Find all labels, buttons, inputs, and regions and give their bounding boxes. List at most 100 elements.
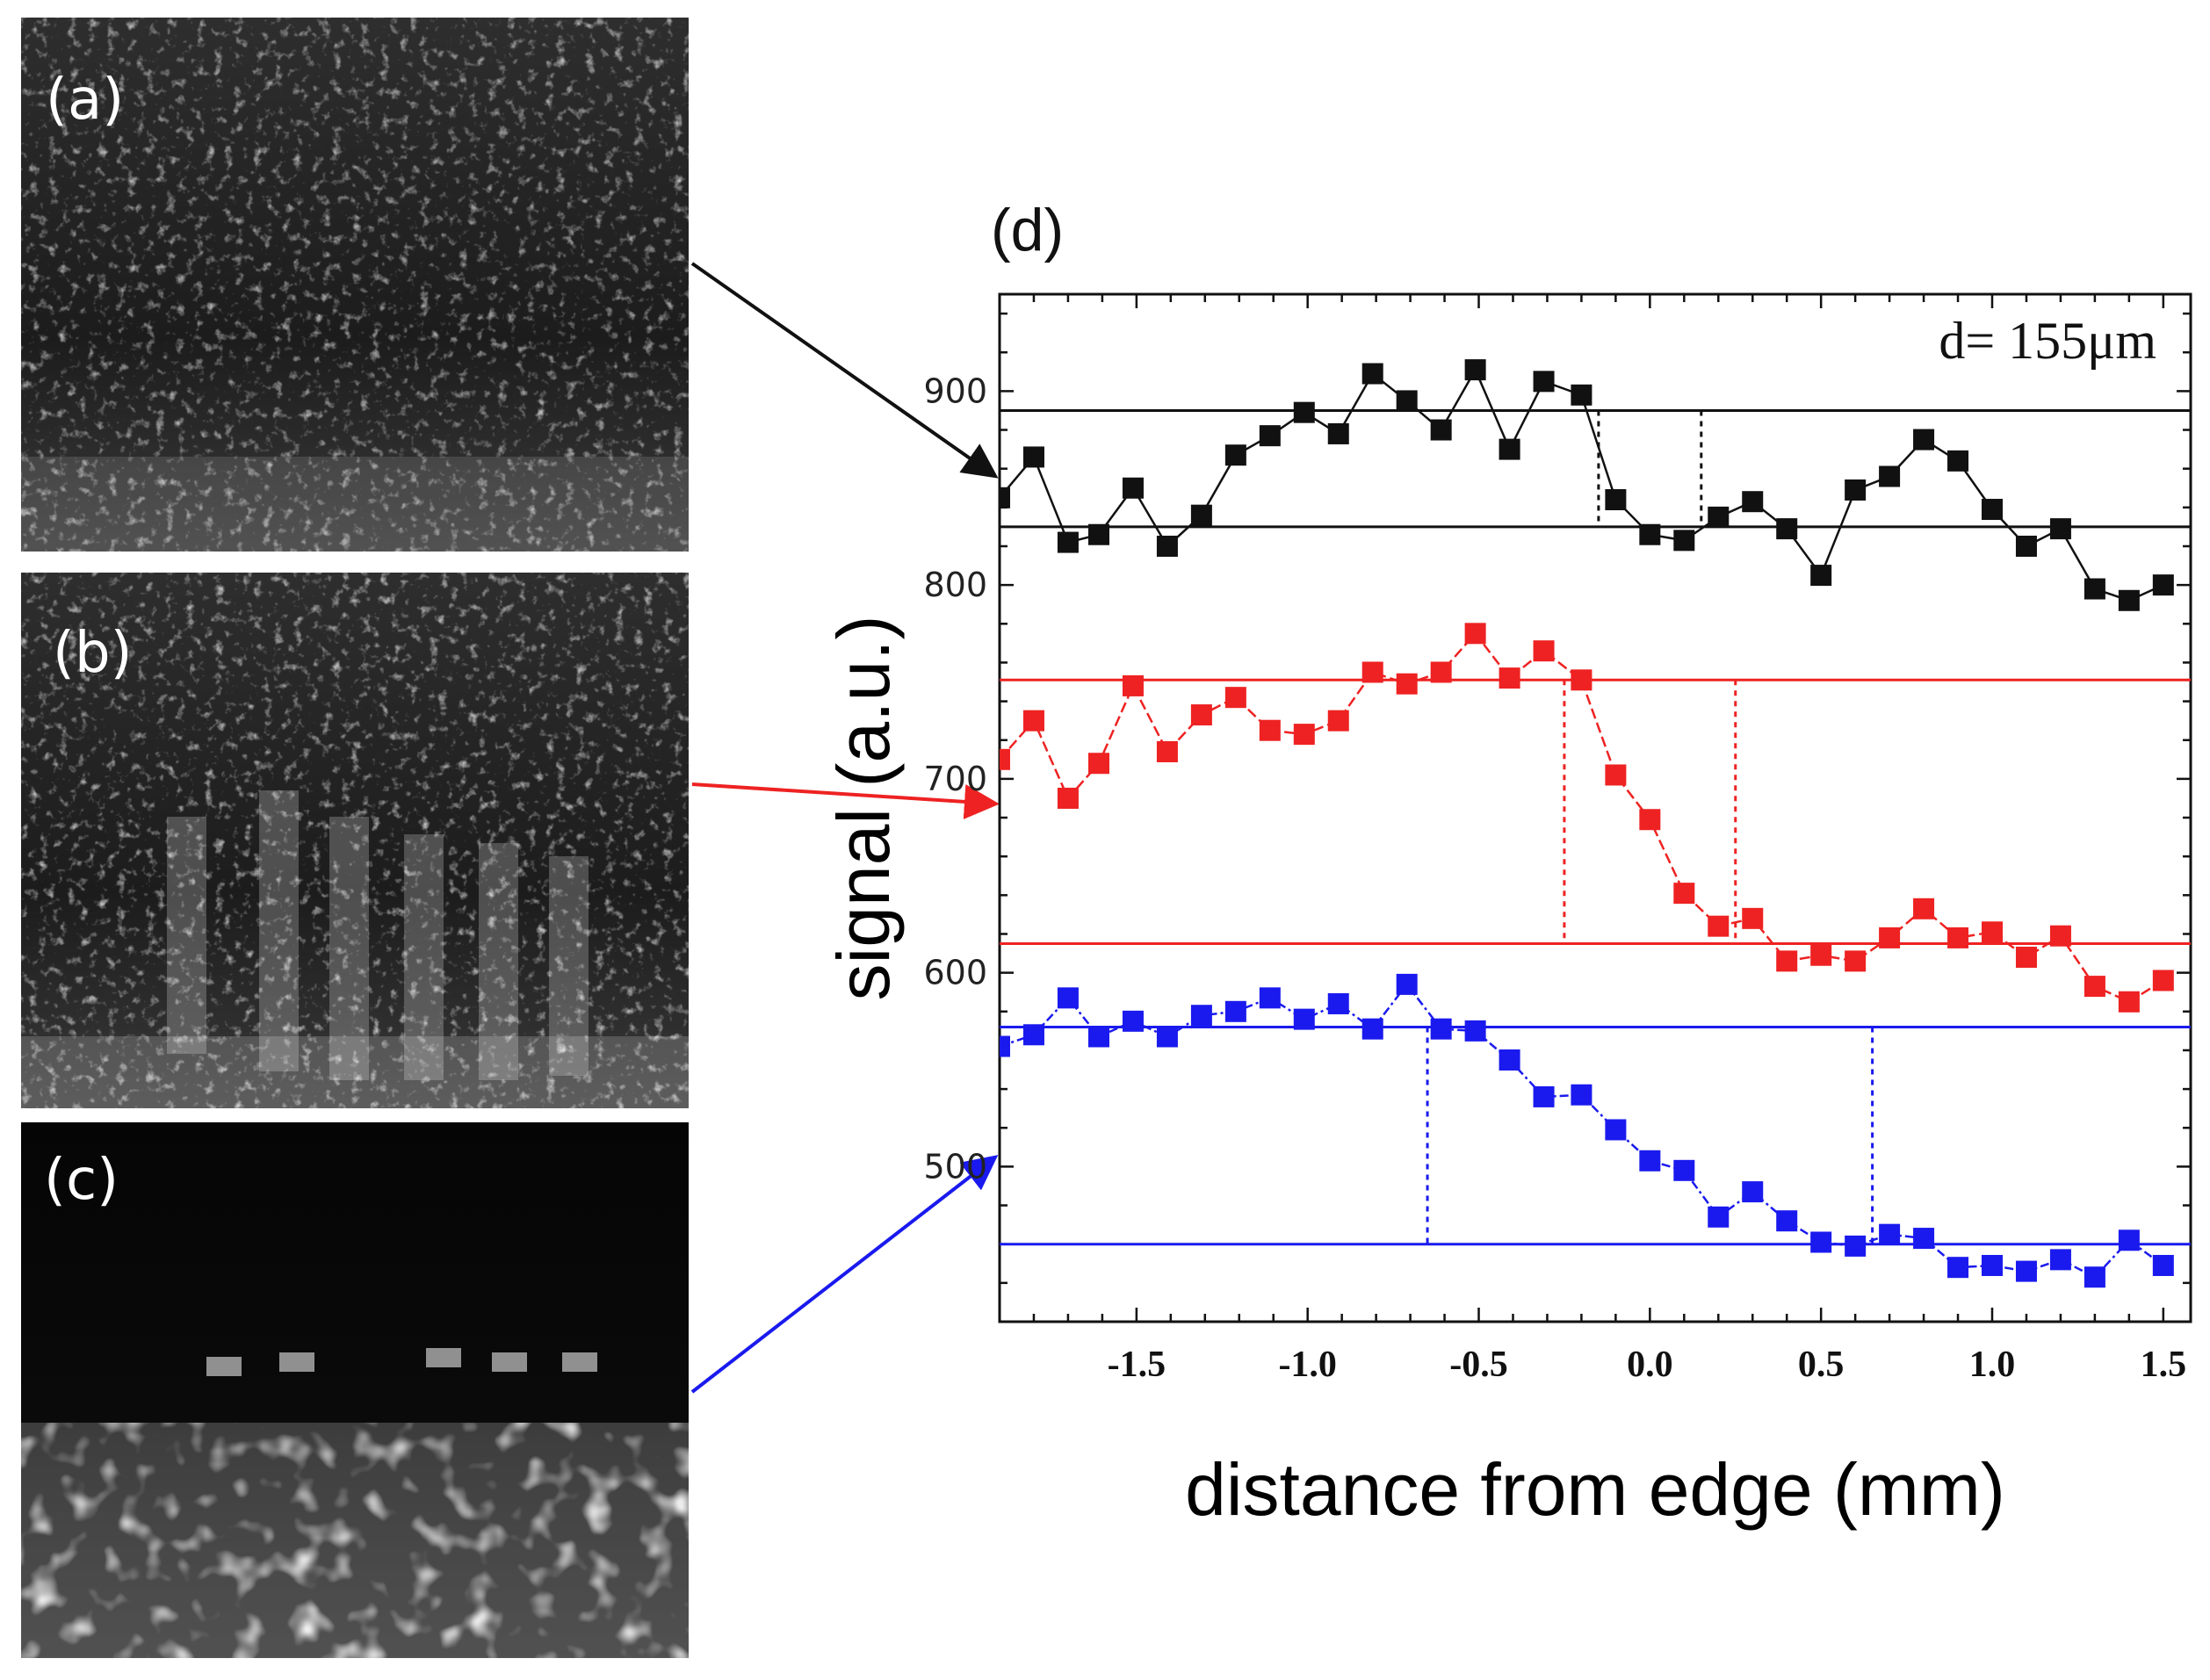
data-point [1190,704,1212,726]
data-point [1293,401,1315,423]
data-point [1022,710,1044,732]
data-point [1396,390,1418,412]
data-point [1361,363,1383,385]
data-point [2049,518,2071,540]
series-0 [1000,359,2191,611]
data-point [1776,518,1798,540]
x-tick-label: -1.0 [1278,1345,1337,1385]
x-tick-label: -0.5 [1449,1345,1508,1385]
arrow-b [691,782,1000,819]
data-point [1361,1018,1383,1040]
data-point [1122,1010,1144,1032]
data-point [1057,787,1079,809]
data-point [2015,946,2037,968]
data-point [1122,477,1144,499]
data-point [1224,1000,1246,1022]
data-point [1000,748,1010,770]
data-point [1293,1008,1315,1030]
data-point [1742,907,1764,929]
data-point [1122,674,1144,696]
data-point [1673,530,1695,552]
data-point [1742,1181,1764,1203]
data-point [1396,673,1418,695]
data-point [1224,444,1246,466]
series-1 [1000,623,2191,1013]
data-point [1913,898,1935,919]
data-point [1742,491,1764,513]
data-point [1259,719,1281,741]
data-point [1464,623,1486,645]
y-tick-label: 800 [923,566,987,604]
data-point [2084,578,2105,600]
data-point [1571,384,1592,406]
data-point [1708,915,1730,937]
data-point [1673,1159,1695,1181]
data-point [1088,1026,1109,1048]
data-point [1327,422,1349,444]
data-point [1088,523,1109,545]
image-panel-b [21,573,689,1108]
data-point [2118,991,2140,1013]
data-point [1639,1150,1661,1172]
data-point [1947,927,1969,948]
panel-b-label: (b) [53,621,133,686]
data-point [1259,987,1281,1009]
image-panel-c [21,1122,689,1658]
data-point [1879,927,1901,948]
data-point [2084,1266,2105,1288]
chart-panel-label: (d) [991,197,1064,263]
data-point [2049,925,2071,947]
x-tick-label: 0.0 [1627,1345,1673,1385]
data-point [2118,589,2140,611]
data-point [1396,973,1418,995]
data-point [1571,669,1592,691]
data-point [1533,371,1555,393]
data-point [1845,1235,1867,1257]
y-tick-label: 600 [923,954,987,992]
data-point [1913,429,1935,451]
data-point [1259,425,1281,447]
data-point [1605,1119,1627,1141]
data-point [1430,419,1452,441]
plot-frame [998,292,2192,1323]
data-point [1464,359,1486,381]
data-point [1000,1035,1010,1057]
data-point [1057,531,1079,553]
chart-series [1000,359,2191,1288]
data-point [2015,1260,2037,1282]
panel-a-label: (a) [46,68,124,133]
data-point [1533,1085,1555,1107]
data-point [2118,1229,2140,1251]
x-tick-label: -1.5 [1108,1345,1166,1385]
data-point [1879,465,1901,487]
data-point [1224,687,1246,709]
panel-c-label: (c) [44,1148,119,1213]
data-point [1430,1018,1452,1040]
y-axis-title: signal (a.u.) [822,616,905,1001]
data-point [1190,1005,1212,1027]
data-point [1022,446,1044,468]
data-point [1776,1210,1798,1232]
data-point [1982,921,2003,943]
data-point [1639,523,1661,545]
data-point [1845,950,1867,972]
data-point [1499,438,1520,460]
data-point [1293,724,1315,746]
data-point [1673,883,1695,905]
data-point [1156,1026,1178,1048]
data-point [1810,944,1832,966]
arrow-a [690,262,999,479]
data-point [1947,450,1969,472]
data-point [1361,661,1383,683]
data-point [2084,976,2105,998]
x-tick-label: 1.0 [1969,1345,2016,1385]
data-point [1605,489,1627,510]
data-point [2152,1254,2174,1276]
data-point [1088,753,1109,775]
data-point [1190,504,1212,526]
data-point [2015,535,2037,557]
series-line [1000,631,2164,1004]
data-point [1982,1254,2003,1276]
data-point [1464,1020,1486,1042]
data-point [1571,1084,1592,1106]
